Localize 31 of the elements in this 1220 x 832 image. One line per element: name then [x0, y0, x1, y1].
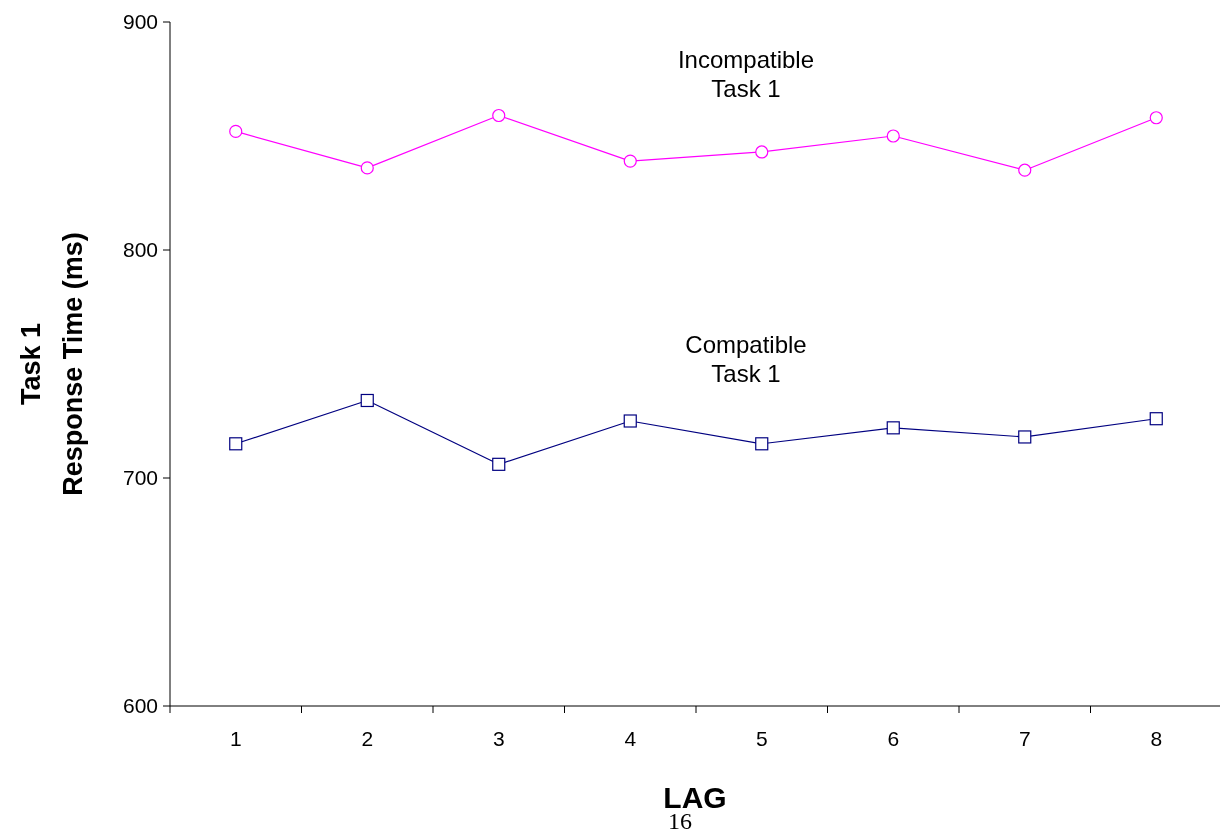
point	[886, 421, 900, 435]
point	[229, 437, 243, 451]
series-label: Compatible Task 1	[685, 331, 807, 388]
point	[492, 108, 506, 123]
y-tick-label: 700	[122, 466, 158, 490]
series-label: Incompatible Task 1	[677, 46, 815, 103]
y-tick-label: 800	[122, 238, 158, 262]
point	[1149, 111, 1163, 125]
point	[1149, 412, 1163, 426]
x-tick-label: 4	[624, 727, 637, 750]
point	[623, 154, 637, 168]
point	[229, 124, 243, 139]
x-tick-label: 2	[361, 727, 374, 750]
point	[623, 414, 637, 428]
point	[360, 161, 374, 175]
x-tick-label: 5	[755, 727, 768, 750]
point	[360, 393, 374, 408]
point	[1018, 163, 1032, 177]
x-tick-label: 8	[1150, 727, 1163, 750]
x-tick-label: 1	[229, 727, 242, 750]
point	[886, 129, 900, 143]
x-tick-label: 7	[1018, 727, 1031, 750]
y-tick-label: 600	[122, 694, 158, 718]
y-axis-title: Task 1 Response Time (ms)	[16, 232, 88, 496]
point	[492, 457, 506, 471]
x-tick-label: 3	[492, 727, 505, 750]
point	[1018, 430, 1032, 444]
point	[755, 437, 769, 451]
x-tick-label: 6	[887, 727, 900, 750]
point	[755, 145, 769, 159]
y-tick-label: 900	[122, 10, 158, 34]
